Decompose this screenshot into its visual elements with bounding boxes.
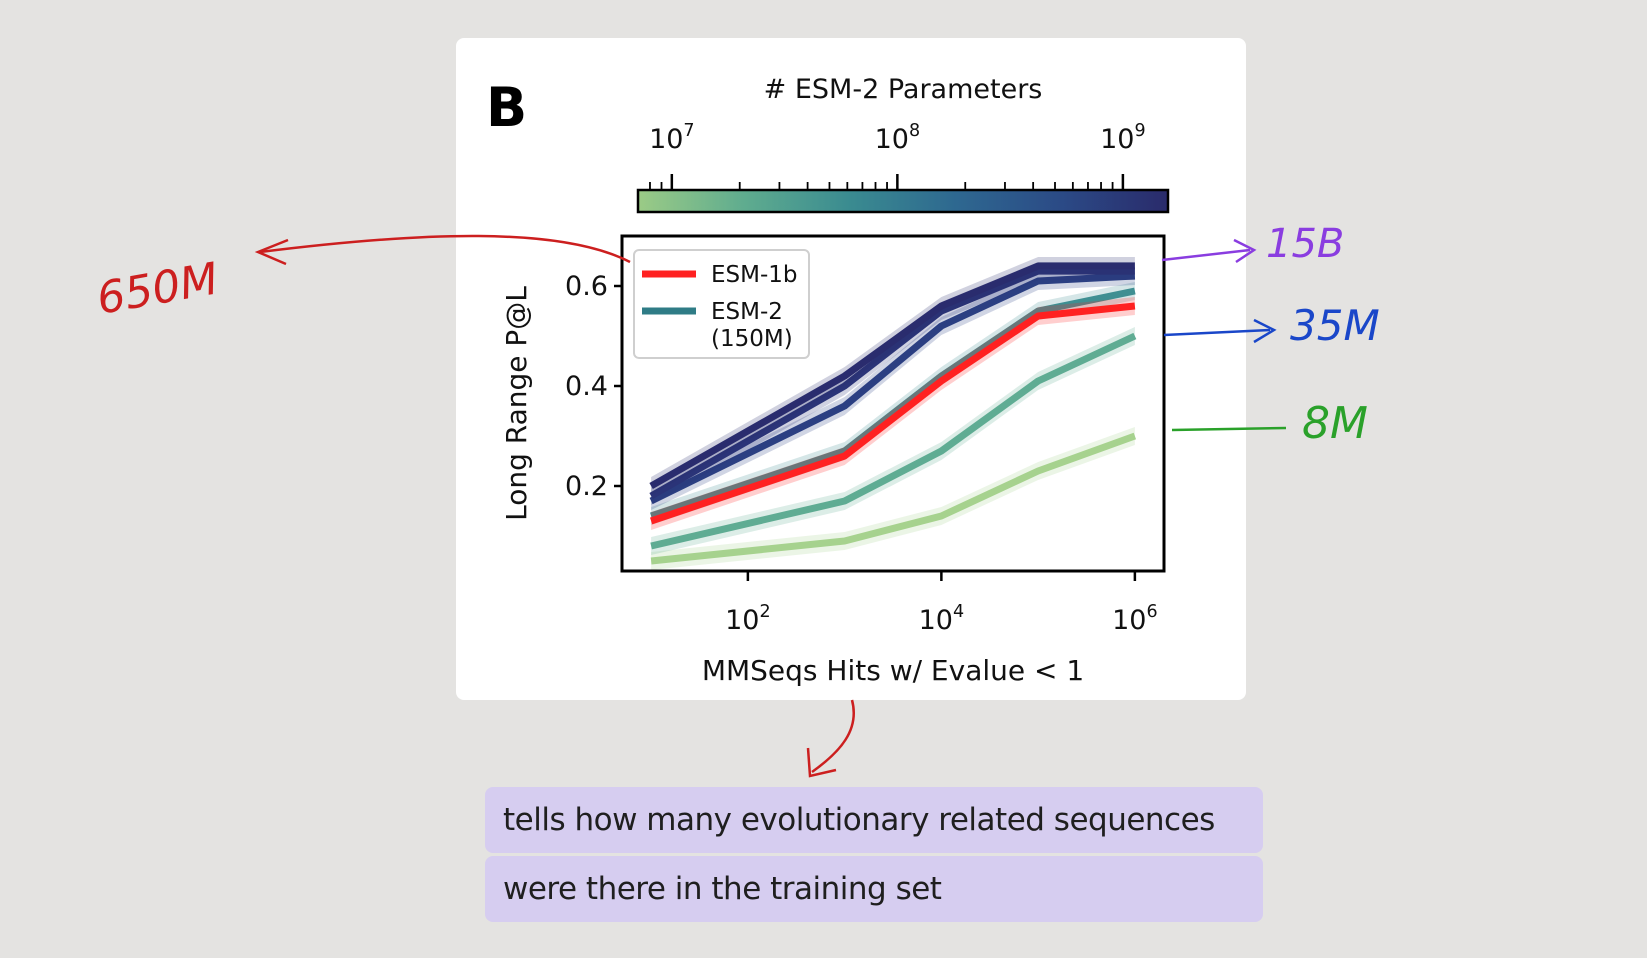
x-axis-label: MMSeqs Hits w/ Evalue < 1 [702,654,1084,687]
colorbar [636,188,1170,214]
x-tick-label: 106 [1112,602,1158,636]
colorbar-title: # ESM-2 Parameters [764,74,1043,105]
plot-frame [620,234,1166,573]
label-15b: 15B [1266,221,1344,267]
y-tick-label: 0.2 [565,471,608,502]
plot-area: 0.2 0.4 0.6 102 104 106 MMSeqs Hits w/ Evalue … [500,234,1166,687]
arrowhead-to-note [806,747,837,778]
y-axis-label: Long Range P@L [500,286,533,521]
panel-label: B [486,76,527,139]
colorbar-tick-label: 109 [1100,121,1146,155]
legend-label: ESM-1b [711,262,798,288]
arrowhead-35m [1253,318,1277,344]
colorbar-tick-label: 108 [875,121,921,155]
y-tick-label: 0.4 [565,371,608,402]
note-line-1: tells how many evolutionary related sequ… [485,787,1263,853]
legend: ESM-1b ESM-2 (150M) [633,249,810,359]
label-35m: 35M [1290,301,1380,350]
arrowhead-650m [254,238,289,266]
x-tick-label: 102 [725,602,771,636]
series-band-650M [651,267,1135,510]
series-band-650M [651,297,1135,530]
x-tick-label: 104 [919,602,965,636]
y-tick-label: 0.6 [565,271,608,302]
figure-canvas: B # ESM-2 Parameters 107 108 109 0.2 0.4 0.6… [486,74,1170,687]
colorbar-ticks: 107 108 109 [649,121,1146,190]
label-650m: 650M [93,253,222,324]
legend-label: ESM-2 (150M) [711,299,793,352]
colorbar-tick-label: 107 [649,121,695,155]
arrow-to-note [811,699,855,774]
label-8m: 8M [1302,398,1368,449]
figure-card: B # ESM-2 Parameters 107 108 109 0.2 0.4 0.6… [456,38,1246,700]
note-line-2: were there in the training set [485,856,1263,922]
